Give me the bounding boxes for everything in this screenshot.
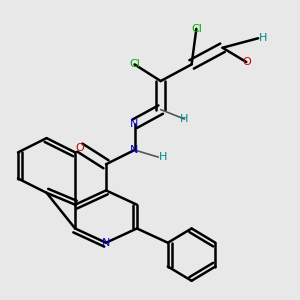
Text: H: H: [259, 33, 267, 43]
Text: Cl: Cl: [191, 24, 202, 34]
Text: O: O: [76, 142, 84, 153]
Text: N: N: [102, 238, 110, 248]
Text: N: N: [130, 119, 139, 129]
Text: H: H: [159, 152, 167, 162]
Text: N: N: [130, 145, 139, 155]
Text: H: H: [180, 114, 189, 124]
Text: O: O: [242, 57, 251, 67]
Text: Cl: Cl: [129, 59, 140, 69]
